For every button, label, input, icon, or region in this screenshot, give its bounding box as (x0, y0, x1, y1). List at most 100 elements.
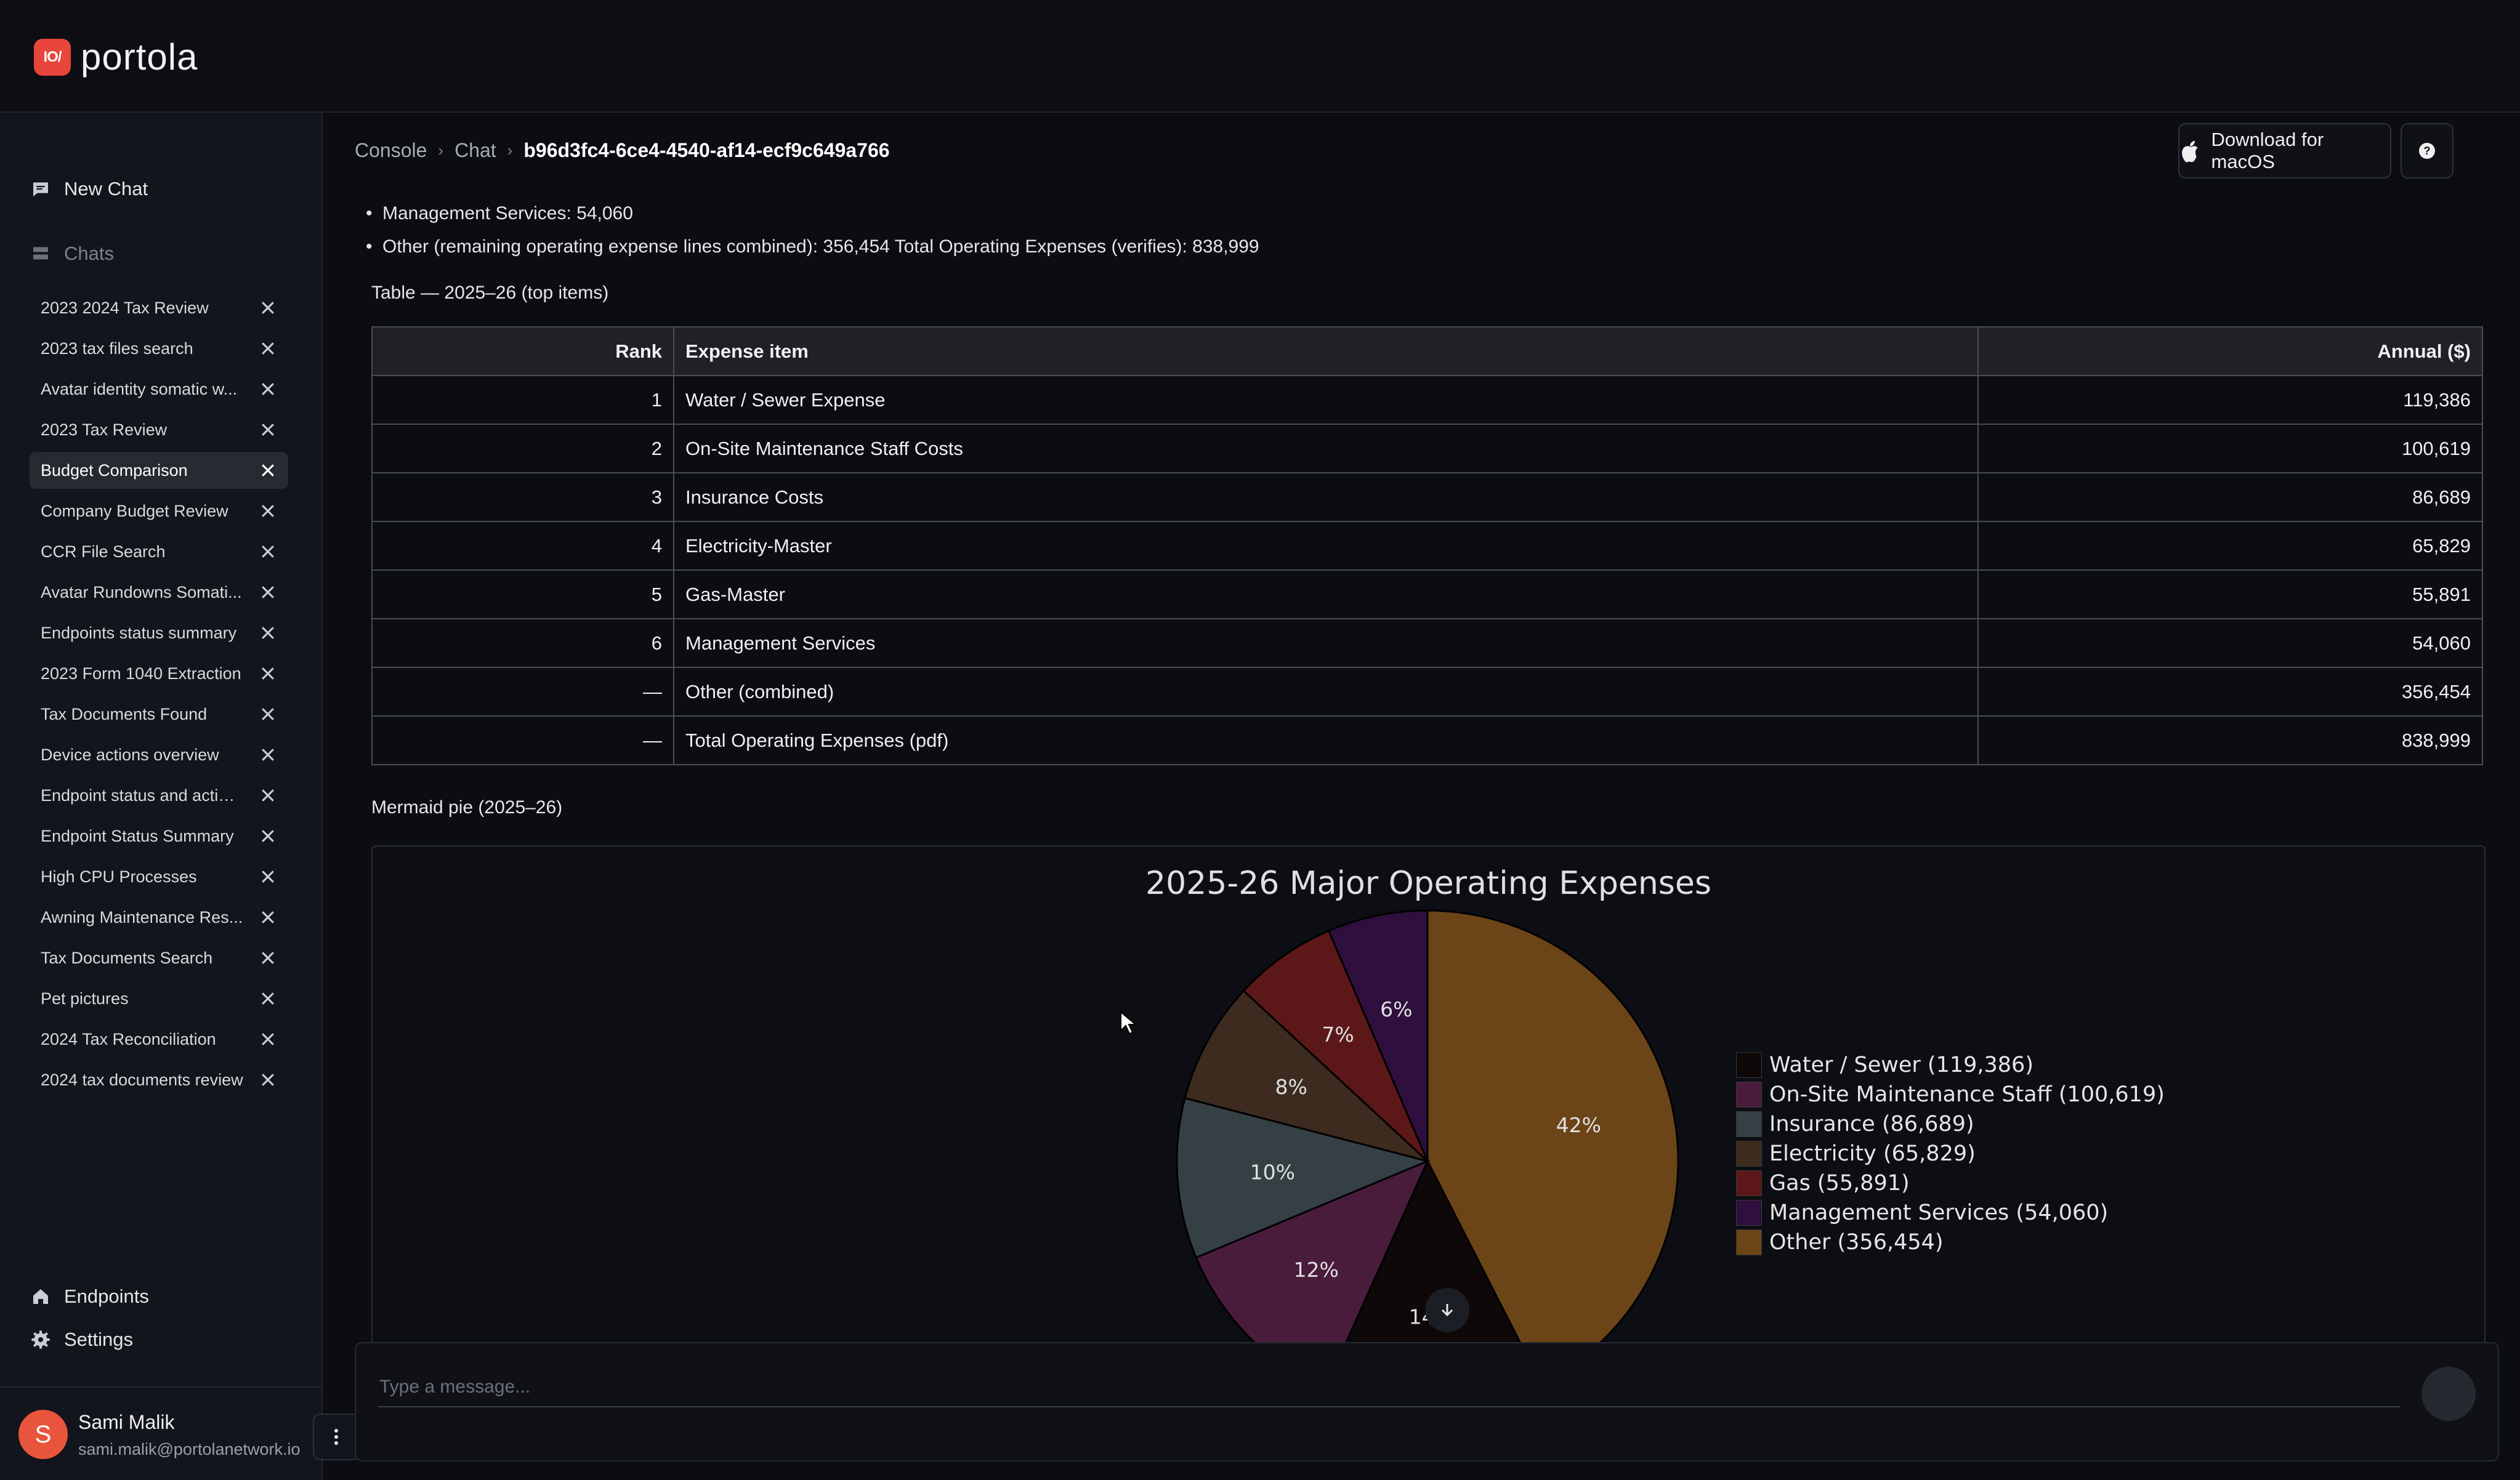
cell-expense-item: Water / Sewer Expense (673, 375, 1979, 425)
close-icon[interactable] (259, 420, 277, 439)
chat-item-label: Tax Documents Search (41, 948, 213, 967)
chat-item[interactable]: Pet pictures (30, 980, 288, 1017)
chat-item[interactable]: Company Budget Review (30, 493, 288, 529)
pie-slice-label: 42% (1556, 1113, 1601, 1137)
breadcrumb-console[interactable]: Console (355, 139, 427, 161)
close-icon[interactable] (259, 299, 277, 317)
close-icon[interactable] (259, 827, 277, 845)
chat-item[interactable]: Budget Comparison (30, 452, 288, 489)
help-button[interactable]: ? (2401, 123, 2453, 179)
pie-slice (1345, 1159, 1521, 1342)
chat-item-label: 2023 2024 Tax Review (41, 298, 209, 317)
table-row: — Other (combined) 356,454 (371, 667, 2483, 717)
cell-rank: — (371, 715, 674, 765)
chat-item-label: 2024 Tax Reconciliation (41, 1029, 216, 1048)
close-icon[interactable] (259, 705, 277, 723)
chat-item-label: 2023 tax files search (41, 339, 193, 358)
endpoints-label: Endpoints (64, 1285, 149, 1307)
apple-icon (2182, 140, 2198, 163)
chat-item[interactable]: Endpoints status summary (30, 614, 288, 651)
breadcrumb-current: b96d3fc4-6ce4-4540-af14-ecf9c649a766 (523, 139, 890, 161)
close-icon[interactable] (259, 746, 277, 764)
close-icon[interactable] (259, 1071, 277, 1089)
chat-item[interactable]: Tax Documents Search (30, 939, 288, 976)
chat-item[interactable]: Device actions overview (30, 736, 288, 773)
message-content: Management Services: 54,060 Other (remai… (355, 197, 2486, 1342)
new-chat-button[interactable]: New Chat (31, 178, 148, 200)
chat-item[interactable]: CCR File Search (30, 533, 288, 570)
chat-item[interactable]: Awning Maintenance Res... (30, 899, 288, 936)
cell-rank: 4 (371, 521, 674, 571)
pie-slice (1195, 1159, 1429, 1342)
chat-item[interactable]: Tax Documents Found (30, 696, 288, 733)
chat-item[interactable]: Avatar identity somatic w... (30, 371, 288, 408)
legend-item: Water / Sewer (119,386) (1736, 1050, 2165, 1080)
table-row: 4 Electricity-Master 65,829 (371, 521, 2483, 571)
close-icon[interactable] (259, 461, 277, 480)
close-icon[interactable] (259, 867, 277, 886)
close-icon[interactable] (259, 786, 277, 805)
close-icon[interactable] (259, 989, 277, 1008)
chat-item-label: 2023 Form 1040 Extraction (41, 664, 241, 683)
pie-chart-container: 2025-26 Major Operating Expenses 42%14%1… (371, 845, 2486, 1342)
download-macos-button[interactable]: Download for macOS (2178, 123, 2391, 179)
cell-rank: 1 (371, 375, 674, 425)
sidebar-item-settings[interactable]: Settings (31, 1329, 133, 1351)
chat-item[interactable]: 2023 Tax Review (30, 411, 288, 448)
sidebar-item-endpoints[interactable]: Endpoints (31, 1285, 149, 1308)
legend-swatch (1736, 1170, 1762, 1196)
close-icon[interactable] (259, 583, 277, 601)
user-profile: S Sami Malik sami.malik@portolanetwork.i… (0, 1386, 360, 1480)
scroll-to-bottom-button[interactable] (1425, 1288, 1469, 1332)
gear-icon (31, 1330, 50, 1349)
cell-annual: 100,619 (1977, 424, 2483, 473)
chat-item-label: Pet pictures (41, 989, 129, 1008)
user-menu-button[interactable] (313, 1414, 360, 1460)
legend-swatch (1736, 1111, 1762, 1137)
chat-item-label: Endpoint status and actions (41, 786, 244, 805)
chat-item[interactable]: Endpoint Status Summary (30, 818, 288, 855)
table-row: 2 On-Site Maintenance Staff Costs 100,619 (371, 424, 2483, 473)
legend-label: Insurance (86,689) (1769, 1112, 1974, 1136)
chat-item[interactable]: 2024 Tax Reconciliation (30, 1021, 288, 1058)
close-icon[interactable] (259, 542, 277, 561)
close-icon[interactable] (259, 949, 277, 967)
cell-annual: 55,891 (1977, 569, 2483, 619)
portola-logo[interactable]: IO/ portola (34, 36, 198, 78)
download-label: Download for macOS (2211, 129, 2324, 172)
chat-item[interactable]: High CPU Processes (30, 858, 288, 895)
cell-annual: 86,689 (1977, 472, 2483, 522)
chats-heading-label: Chats (64, 243, 114, 264)
legend-label: On-Site Maintenance Staff (100,619) (1769, 1082, 2165, 1107)
close-icon[interactable] (259, 1030, 277, 1048)
chat-item[interactable]: Avatar Rundowns Somati... (30, 574, 288, 611)
pie-slice-label: 7% (1322, 1023, 1354, 1047)
chat-bubble-icon (33, 182, 48, 196)
chat-item[interactable]: Endpoint status and actions (30, 777, 288, 814)
pie-slice (1176, 1096, 1431, 1259)
close-icon[interactable] (259, 339, 277, 358)
close-icon[interactable] (259, 664, 277, 683)
close-icon[interactable] (259, 502, 277, 520)
close-icon[interactable] (259, 624, 277, 642)
table-caption: Table — 2025–26 (top items) (371, 283, 609, 303)
breadcrumb-chat[interactable]: Chat (454, 139, 496, 161)
chat-item-label: Endpoints status summary (41, 623, 237, 642)
cell-rank: 6 (371, 618, 674, 668)
expense-table: Rank Expense item Annual ($) 1 Water / Se… (371, 326, 2483, 765)
avatar[interactable]: S (18, 1410, 68, 1459)
chats-icon (33, 247, 48, 260)
arrow-down-icon (1441, 1304, 1453, 1317)
legend-label: Water / Sewer (119,386) (1769, 1053, 2033, 1077)
pie-slice-label: 10% (1250, 1160, 1295, 1184)
bullet-management-services: Management Services: 54,060 (366, 203, 633, 224)
close-icon[interactable] (259, 380, 277, 398)
message-input[interactable] (378, 1368, 2401, 1407)
cell-expense-item: Other (combined) (673, 667, 1979, 717)
send-button[interactable] (2421, 1367, 2476, 1421)
close-icon[interactable] (259, 908, 277, 927)
chat-item[interactable]: 2023 tax files search (30, 330, 288, 367)
chat-item[interactable]: 2024 tax documents review (30, 1061, 288, 1098)
chat-item[interactable]: 2023 Form 1040 Extraction (30, 655, 288, 692)
chat-item[interactable]: 2023 2024 Tax Review (30, 289, 288, 326)
